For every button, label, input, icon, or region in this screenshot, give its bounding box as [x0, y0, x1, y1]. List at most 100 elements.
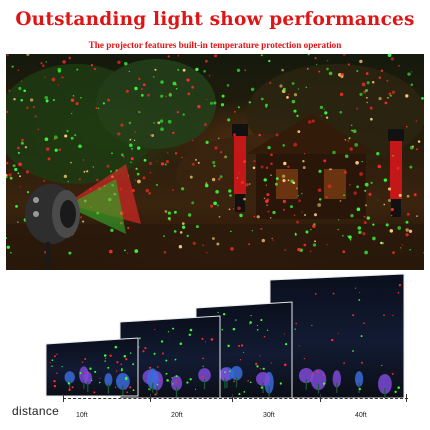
- laser-dot: [17, 69, 20, 72]
- laser-dot: [186, 78, 190, 82]
- headline: Outstanding light show performances: [15, 9, 415, 30]
- laser-dot: [401, 244, 404, 246]
- laser-dot: [268, 59, 271, 63]
- laser-dot: [307, 54, 310, 56]
- laser-dot: [266, 193, 270, 197]
- laser-dot: [15, 205, 18, 208]
- laser-dot: [218, 178, 221, 181]
- laser-dot: [370, 181, 373, 184]
- laser-dot: [368, 192, 372, 196]
- laser-dot: [229, 194, 232, 197]
- laser-dot: [244, 69, 247, 72]
- laser-dot: [45, 61, 47, 63]
- hero-photo: [6, 54, 424, 270]
- laser-dot: [138, 77, 141, 81]
- projection-screen: [45, 337, 139, 397]
- laser-dot: [384, 101, 388, 105]
- laser-dot: [110, 228, 114, 233]
- laser-dot: [54, 148, 58, 152]
- laser-dot: [260, 228, 263, 230]
- laser-dot: [287, 179, 290, 182]
- laser-dot: [325, 116, 329, 119]
- laser-dot: [332, 150, 336, 155]
- laser-dot: [311, 119, 315, 123]
- laser-dot: [302, 166, 306, 170]
- laser-dot: [363, 221, 367, 225]
- laser-dot: [12, 164, 16, 168]
- laser-dot: [203, 69, 206, 73]
- laser-dot: [220, 151, 223, 154]
- laser-dot: [396, 166, 400, 170]
- subheadline: The projector features built-in temperat…: [88, 40, 342, 50]
- laser-dot: [349, 147, 353, 151]
- laser-dot: [301, 211, 303, 213]
- laser-dot: [63, 174, 68, 179]
- laser-dot: [256, 215, 260, 219]
- laser-dot: [152, 75, 155, 78]
- laser-dot: [356, 185, 359, 189]
- laser-dot: [405, 125, 408, 128]
- laser-dot: [265, 184, 268, 186]
- laser-dot: [187, 92, 191, 96]
- laser-dot: [14, 167, 18, 172]
- laser-dot: [214, 146, 218, 150]
- laser-dot: [26, 54, 30, 56]
- laser-dot: [134, 131, 136, 133]
- laser-dot: [359, 92, 363, 96]
- laser-dot: [320, 115, 323, 117]
- laser-dot: [20, 99, 23, 102]
- laser-dot: [356, 107, 359, 110]
- laser-dot: [294, 233, 297, 236]
- laser-dot: [208, 75, 211, 77]
- laser-dot: [6, 237, 7, 240]
- laser-dot: [270, 162, 273, 165]
- laser-dot: [398, 193, 402, 197]
- laser-dot: [389, 94, 392, 97]
- laser-dot: [337, 228, 339, 231]
- laser-dot: [57, 69, 61, 73]
- laser-dot: [293, 214, 296, 217]
- laser-dot: [361, 161, 363, 163]
- laser-dot: [365, 72, 369, 75]
- laser-dot: [20, 141, 24, 145]
- laser-dot: [265, 105, 268, 108]
- laser-dot: [344, 154, 349, 159]
- laser-dot: [135, 167, 138, 170]
- laser-dot: [234, 111, 236, 113]
- laser-dot: [211, 177, 216, 182]
- laser-dot: [93, 67, 97, 71]
- laser-dot: [82, 220, 85, 223]
- laser-dot: [205, 182, 208, 185]
- laser-dot: [387, 54, 392, 57]
- laser-dot: [137, 179, 141, 184]
- laser-dot: [78, 178, 81, 181]
- laser-dot: [372, 223, 375, 226]
- laser-dot: [13, 98, 16, 101]
- laser-dot: [163, 250, 167, 254]
- laser-dot: [19, 186, 22, 188]
- axis-tick: [232, 394, 233, 402]
- laser-dot: [416, 215, 418, 217]
- laser-dot: [364, 204, 368, 207]
- laser-dot: [410, 71, 413, 73]
- laser-dot: [151, 134, 155, 137]
- laser-dot: [303, 213, 307, 217]
- distance-axis: [63, 398, 408, 399]
- axis-tick: [320, 394, 321, 402]
- laser-dot: [212, 160, 216, 165]
- tick-label-20ft: 20ft: [171, 412, 183, 419]
- projection-screens: [45, 273, 405, 399]
- laser-dot: [168, 93, 172, 97]
- laser-dot: [204, 183, 209, 188]
- laser-dot: [275, 133, 279, 137]
- laser-dot: [34, 115, 37, 118]
- laser-dot: [121, 153, 124, 157]
- laser-dot: [76, 68, 79, 71]
- laser-dot: [71, 112, 73, 115]
- laser-dot: [364, 189, 367, 192]
- laser-dot: [139, 111, 141, 113]
- laser-dot: [350, 124, 353, 127]
- laser-dot: [271, 237, 273, 240]
- laser-dot: [217, 137, 220, 140]
- laser-dot: [124, 61, 128, 66]
